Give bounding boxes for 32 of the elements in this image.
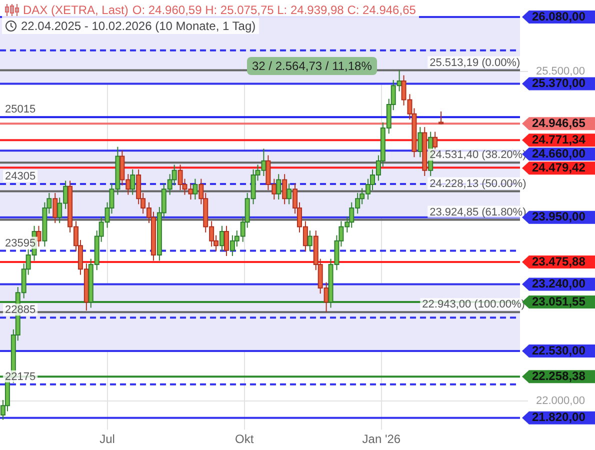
ref-line-label: 24.946,65 — [532, 116, 586, 130]
y-tick-label: 25.500,00 — [536, 66, 585, 78]
ref-line-label: 22.258,38 — [532, 368, 586, 383]
ref-line-label: 23.051,55 — [532, 294, 586, 308]
annotation: 22175 — [4, 370, 36, 383]
annotation: 22885 — [4, 304, 36, 316]
ref-line-label: 22.530,00 — [532, 343, 586, 358]
annotation: 25.513,19 (0.00%) — [430, 56, 520, 69]
annotation: 25015 — [4, 104, 36, 116]
ref-line-label: 23.240,00 — [532, 276, 586, 291]
ref-line-label: 24.660,00 — [532, 146, 586, 160]
ref-line-label: 23.475,88 — [532, 254, 586, 268]
x-tick-label: Jan '26 — [362, 432, 401, 446]
annotation: 22.943,00 (100.00%) — [422, 298, 525, 311]
x-tick-label: Jul — [100, 432, 115, 446]
ref-line-label: 24.771,34 — [532, 132, 586, 146]
y-tick-label: 22.000,00 — [536, 394, 585, 407]
ref-line-label: 23.950,00 — [532, 210, 586, 224]
ref-line-label: 25.370,00 — [532, 76, 586, 90]
ref-line-label: 21.820,00 — [532, 410, 586, 424]
x-tick-label: Okt — [235, 432, 254, 446]
annotation: 32 / 2.564,73 / 11,18% — [247, 57, 377, 75]
annotation: 22.04.2025 - 10.02.2026 (10 Monate, 1 Tag) — [21, 18, 256, 34]
annotation: 24.531,40 (38.20%) — [430, 149, 526, 162]
chart-subtitle: O: 24.960,59 H: 25.075,75 L: 24.939,98 C: 24.946,65 — [132, 2, 416, 18]
ref-line-label: 24.479,42 — [532, 160, 586, 174]
ref-line-label: 26.080,00 — [532, 9, 586, 24]
chart-title: DAX (XETRA, Last) — [23, 2, 128, 18]
annotation: 24305 — [4, 170, 36, 183]
annotation: 24.228,13 (50.00%) — [430, 178, 526, 190]
annotation: 23595 — [4, 237, 36, 250]
annotation: 23.924,85 (61.80%) — [430, 206, 526, 218]
